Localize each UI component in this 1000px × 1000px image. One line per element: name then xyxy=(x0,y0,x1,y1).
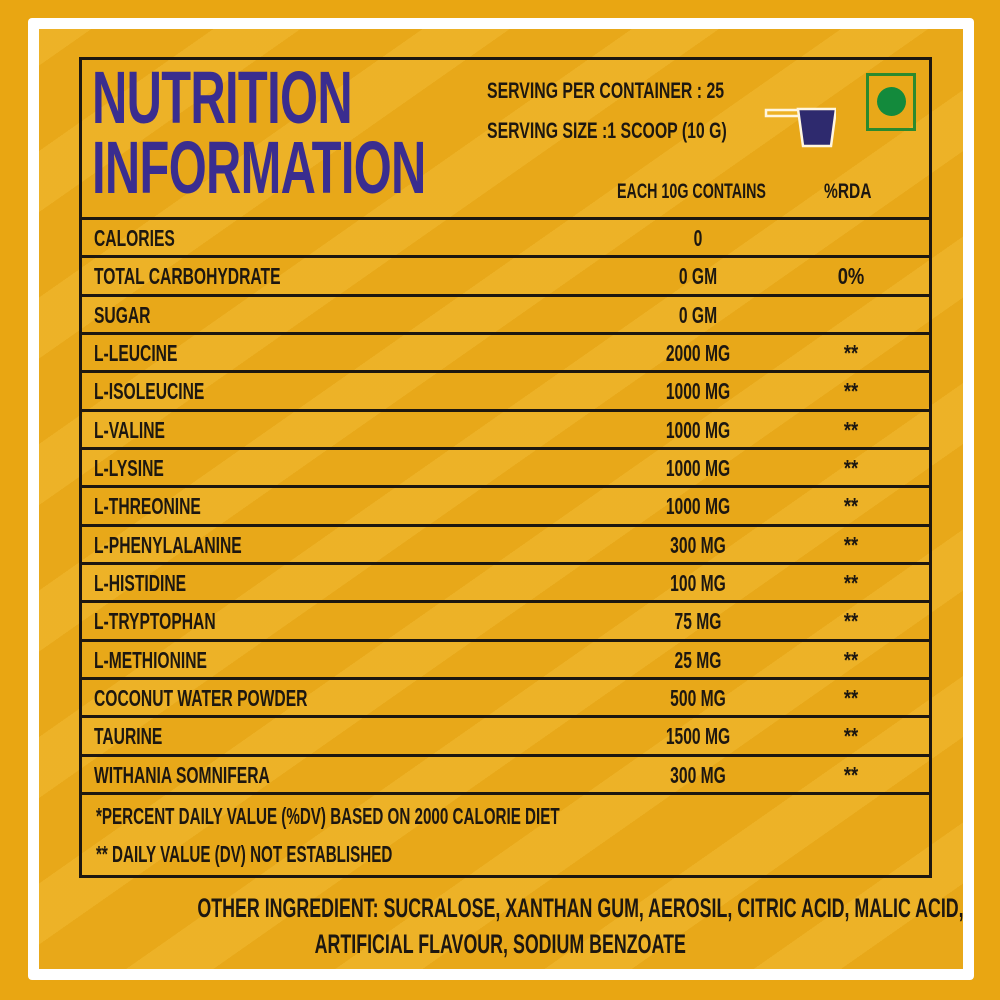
table-row: SUGAR 0 GM xyxy=(82,293,929,332)
table-row: TAURINE 1500 MG ** xyxy=(82,715,929,753)
table-row: L-PHENYLALANINE 300 MG ** xyxy=(82,523,929,562)
table-row: L-METHIONINE 25 MG ** xyxy=(82,638,929,677)
other-ingredients-line-2: ARTIFICIAL FLAVOUR, SODIUM BENZOATE xyxy=(314,929,686,959)
footnote-dv-not-established: ** DAILY VALUE (DV) NOT ESTABLISHED xyxy=(96,841,393,867)
table-row: TOTAL CARBOHYDRATE 0 GM 0% xyxy=(82,255,929,293)
serving-size: SERVING SIZE :1 SCOOP (10 G) xyxy=(487,118,727,143)
other-ingredients-line-1: OTHER INGREDIENT: SUCRALOSE, XANTHAN GUM… xyxy=(197,893,964,923)
column-header-rda: %RDA xyxy=(824,180,872,203)
column-header-amount: EACH 10G CONTAINS xyxy=(617,180,766,203)
table-row: L-THREONINE 1000 MG ** xyxy=(82,485,929,523)
title-line-2: INFORMATION xyxy=(92,126,426,209)
table-row: L-LYSINE 1000 MG ** xyxy=(82,446,929,485)
table-row: L-TRYPTOPHAN 75 MG ** xyxy=(82,600,929,638)
table-row: L-LEUCINE 2000 MG ** xyxy=(82,331,929,370)
scoop-icon xyxy=(764,106,838,153)
table-row: L-HISTIDINE 100 MG ** xyxy=(82,561,929,600)
table-row: L-VALINE 1000 MG ** xyxy=(82,408,929,447)
table-row: WITHANIA SOMNIFERA 300 MG ** xyxy=(82,753,929,792)
veg-mark-icon xyxy=(866,73,916,131)
page-title: NUTRITION INFORMATION xyxy=(92,56,598,209)
veg-dot xyxy=(877,87,906,116)
footnotes: *PERCENT DAILY VALUE (%DV) BASED ON 2000… xyxy=(82,792,929,875)
table-row: COCONUT WATER POWDER 500 MG ** xyxy=(82,676,929,715)
footnote-percent-dv: *PERCENT DAILY VALUE (%DV) BASED ON 2000… xyxy=(96,803,560,829)
nutrition-table-box xyxy=(79,57,932,878)
table-row: L-ISOLEUCINE 1000 MG ** xyxy=(82,370,929,408)
label-panel xyxy=(39,29,963,969)
table-row: CALORIES 0 xyxy=(82,217,929,255)
serving-per-container: SERVING PER CONTAINER : 25 xyxy=(487,78,725,103)
nutrient-rows: CALORIES 0 TOTAL CARBOHYDRATE 0 GM 0% SUGAR… xyxy=(82,217,929,792)
title-line-1: NUTRITION xyxy=(92,56,353,139)
